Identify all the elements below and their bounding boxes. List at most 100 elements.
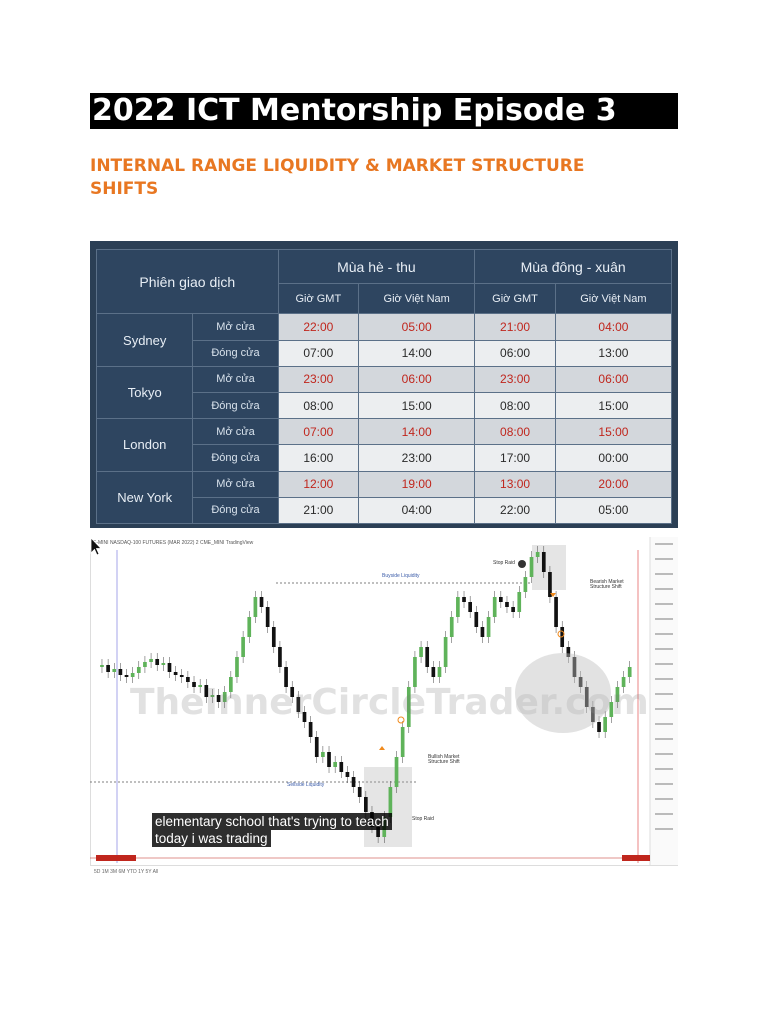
candle-up bbox=[241, 637, 245, 657]
candle-up bbox=[603, 717, 607, 732]
price-axis-tick bbox=[655, 693, 673, 695]
price-axis bbox=[650, 537, 678, 865]
candle-up bbox=[130, 673, 135, 677]
bearish-mss-label: Bearish Market Structure Shift bbox=[590, 579, 624, 590]
price-axis-tick bbox=[655, 678, 673, 680]
watermark: TheInnerCircleTrader.com bbox=[130, 682, 649, 723]
candle-down bbox=[548, 572, 552, 597]
open-time-cell: 06:00 bbox=[358, 365, 476, 394]
price-axis-tick bbox=[655, 573, 673, 575]
header-season-summer: Mùa hè - thu bbox=[277, 248, 476, 285]
candle-down bbox=[339, 762, 344, 772]
candle-down bbox=[296, 697, 301, 712]
candle-up bbox=[523, 577, 528, 592]
candle-down bbox=[584, 687, 589, 707]
candle-down bbox=[124, 675, 129, 677]
candle-down bbox=[179, 675, 184, 677]
header-gmt: Giờ GMT bbox=[277, 283, 360, 315]
sellside-liquidity-label: Sellside Liquidity bbox=[287, 782, 325, 788]
candle-up bbox=[161, 663, 166, 665]
open-time-cell: 05:00 bbox=[358, 313, 476, 341]
session-city: Sydney bbox=[95, 313, 194, 367]
close-time-cell: 06:00 bbox=[474, 339, 556, 367]
open-label: Mở cửa bbox=[192, 418, 279, 446]
candle-down bbox=[566, 647, 571, 657]
price-axis-tick bbox=[655, 618, 673, 620]
candle-down bbox=[468, 602, 472, 612]
close-time-cell: 17:00 bbox=[474, 444, 556, 472]
open-label: Mở cửa bbox=[192, 313, 279, 341]
close-time-cell: 00:00 bbox=[554, 444, 673, 472]
candle-up bbox=[247, 617, 252, 637]
candle-down bbox=[314, 737, 319, 757]
candle-up bbox=[486, 617, 491, 637]
session-table: Phiên giao dịch Mùa hè - thu Mùa đông - … bbox=[95, 248, 673, 525]
open-time-cell: 20:00 bbox=[554, 470, 673, 498]
close-time-cell: 13:00 bbox=[554, 339, 673, 367]
close-time-cell: 08:00 bbox=[277, 392, 360, 420]
price-axis-tick bbox=[655, 648, 673, 650]
candle-down bbox=[480, 627, 485, 637]
price-axis-tick bbox=[655, 543, 673, 545]
chart-header: E-MINI NASDAQ-100 FUTURES (MAR 2022) 2 C… bbox=[90, 537, 678, 550]
candle-down bbox=[173, 672, 178, 675]
candlestick-chart bbox=[90, 537, 678, 865]
candle-down bbox=[186, 677, 190, 682]
candle-down bbox=[265, 607, 270, 627]
video-caption: elementary school that's trying to teach… bbox=[152, 813, 392, 847]
candle-down bbox=[284, 667, 288, 687]
timeframe-bar: 5D 1M 3M 6M YTD 1Y 5Y All bbox=[90, 865, 678, 878]
candle-up bbox=[198, 685, 202, 687]
close-label: Đóng cửa bbox=[192, 444, 279, 472]
open-time-cell: 15:00 bbox=[554, 418, 673, 446]
candle-down bbox=[271, 627, 276, 647]
price-axis-tick bbox=[655, 738, 673, 740]
candle-up bbox=[517, 592, 522, 612]
header-vn: Giờ Việt Nam bbox=[554, 283, 673, 315]
session-city: Tokyo bbox=[95, 365, 194, 420]
candle-up bbox=[535, 552, 540, 557]
candle-down bbox=[308, 722, 313, 737]
header-vn: Giờ Việt Nam bbox=[358, 283, 476, 315]
document-title: 2022 ICT Mentorship Episode 3 bbox=[90, 93, 678, 129]
candle-down bbox=[511, 607, 515, 612]
candle-up bbox=[235, 657, 239, 677]
price-axis-tick bbox=[655, 783, 673, 785]
candle-down bbox=[499, 597, 503, 602]
close-time-cell: 22:00 bbox=[474, 496, 556, 525]
close-time-cell: 16:00 bbox=[277, 444, 360, 472]
price-axis-tick bbox=[655, 633, 673, 635]
candle-down bbox=[167, 663, 172, 672]
candle-down bbox=[192, 682, 196, 687]
open-time-cell: 19:00 bbox=[358, 470, 476, 498]
price-axis-tick bbox=[655, 813, 673, 815]
candle-up bbox=[394, 757, 399, 787]
candle-down bbox=[364, 797, 368, 812]
candle-down bbox=[376, 827, 380, 837]
stop-raid-label-bottom: Stop Raid bbox=[412, 816, 434, 822]
candle-down bbox=[541, 552, 546, 572]
open-time-cell: 07:00 bbox=[277, 418, 360, 446]
document-subtitle: INTERNAL RANGE LIQUIDITY & MARKET STRUCT… bbox=[90, 156, 585, 199]
price-axis-tick bbox=[655, 708, 673, 710]
candle-down bbox=[474, 612, 479, 627]
candle-down bbox=[204, 685, 209, 697]
candle-up bbox=[449, 617, 454, 637]
close-time-cell: 15:00 bbox=[358, 392, 476, 420]
marker-icon bbox=[397, 716, 405, 724]
candle-down bbox=[278, 647, 282, 667]
candle-down bbox=[572, 657, 577, 677]
open-time-cell: 22:00 bbox=[277, 313, 360, 341]
candle-up bbox=[149, 659, 153, 662]
candle-up bbox=[615, 687, 620, 702]
open-time-cell: 23:00 bbox=[277, 365, 360, 394]
candle-down bbox=[351, 777, 356, 787]
open-time-cell: 21:00 bbox=[474, 313, 556, 341]
candle-up bbox=[253, 597, 258, 617]
up-arrow-icon bbox=[379, 746, 385, 750]
candle-down bbox=[505, 602, 509, 607]
candle-up bbox=[333, 762, 337, 767]
candle-up bbox=[100, 665, 104, 667]
price-axis-tick bbox=[655, 828, 673, 830]
open-time-cell: 14:00 bbox=[358, 418, 476, 446]
